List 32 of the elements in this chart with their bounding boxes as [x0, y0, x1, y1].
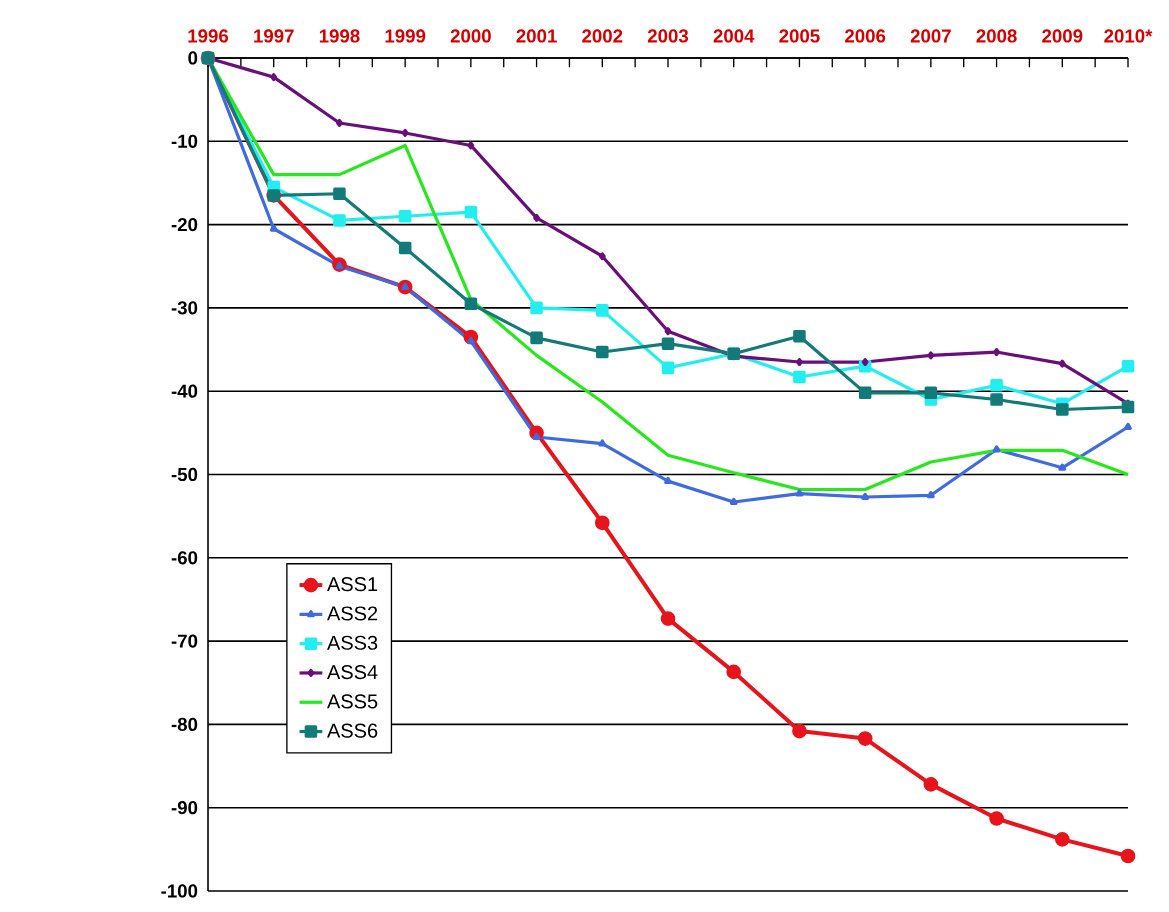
- y-tick-label: -100: [161, 884, 198, 898]
- y-tick-label: -20: [171, 217, 198, 232]
- x-tick-label: 1996: [188, 29, 229, 43]
- x-tick-label: 1999: [385, 29, 426, 43]
- x-tick-label: 1998: [319, 29, 360, 43]
- y-tick-label: -90: [171, 801, 198, 815]
- legend-label: ASS4: [327, 664, 378, 680]
- x-tick-label: 2001: [516, 29, 557, 43]
- x-tick-label: 2002: [582, 29, 623, 43]
- y-tick-label: -50: [171, 467, 198, 482]
- y-tick-label: -70: [171, 634, 198, 648]
- x-tick-label: 2000: [450, 29, 491, 43]
- legend-label: ASS5: [327, 694, 378, 709]
- x-tick-label: 1997: [254, 29, 294, 43]
- x-tick-label: 2008: [976, 29, 1017, 43]
- y-tick-label: -30: [171, 301, 198, 315]
- y-tick-label: -10: [171, 134, 198, 148]
- legend-label: ASS3: [327, 635, 378, 650]
- legend-label: ASS1: [327, 577, 378, 592]
- x-tick-label: 2010*: [1104, 29, 1153, 43]
- y-tick-label: 0: [188, 51, 198, 65]
- y-tick-label: -60: [171, 551, 198, 565]
- x-tick-label: 2003: [647, 29, 689, 43]
- x-tick-label: 2005: [779, 29, 820, 43]
- x-tick-label: 2004: [713, 29, 755, 43]
- y-tick-label: -80: [171, 717, 198, 731]
- x-tick-label: 2007: [910, 29, 951, 43]
- legend-label: ASS6: [327, 723, 378, 738]
- x-tick-label: 2009: [1042, 29, 1083, 43]
- legend-label: ASS2: [327, 606, 378, 621]
- x-tick-label: 2006: [845, 29, 886, 43]
- y-tick-label: -40: [171, 384, 198, 398]
